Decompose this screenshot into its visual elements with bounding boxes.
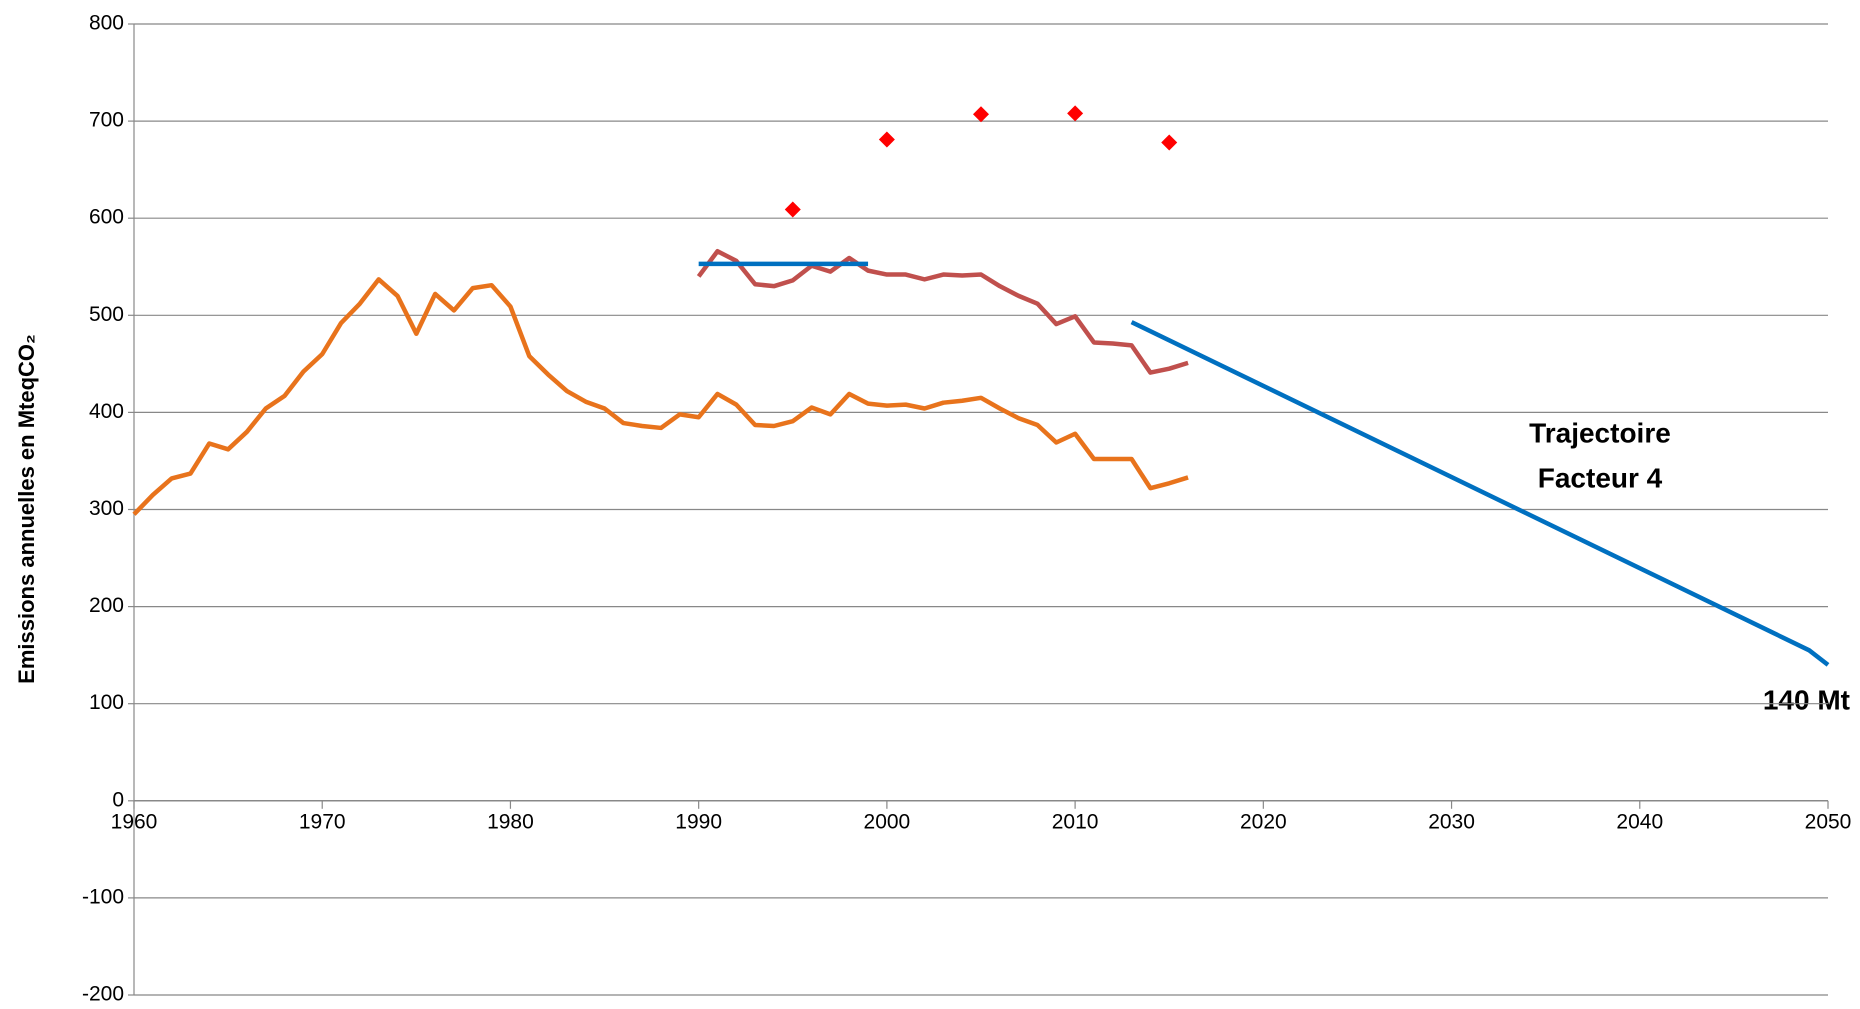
data-point — [784, 201, 801, 218]
y-tick-label: 800 — [89, 12, 124, 35]
y-tick-label: -100 — [82, 885, 124, 908]
x-tick-label: 1960 — [111, 810, 158, 833]
y-tick-label: 200 — [89, 594, 124, 617]
x-tick-label: 2020 — [1240, 810, 1287, 833]
y-tick-label: 500 — [89, 303, 124, 326]
data-point — [1161, 134, 1178, 151]
data-point — [973, 106, 989, 123]
y-tick-label: 400 — [89, 400, 124, 423]
data-point — [878, 131, 895, 148]
y-tick-label: 600 — [89, 206, 124, 229]
x-tick-label: 1980 — [487, 810, 534, 833]
annotation: Trajectoire — [1529, 417, 1671, 448]
x-tick-label: 1990 — [675, 810, 722, 833]
x-tick-label: 2000 — [864, 810, 911, 833]
annotation: Facteur 4 — [1538, 462, 1663, 493]
x-tick-label: 2050 — [1805, 810, 1852, 833]
data-line — [696, 248, 1189, 375]
y-tick-label: -200 — [82, 983, 124, 1006]
y-tick-label: 700 — [89, 109, 124, 132]
annotation: 140 Mt — [1763, 684, 1850, 715]
x-tick-label: 1970 — [299, 810, 346, 833]
y-tick-label: 300 — [89, 497, 124, 520]
y-axis-label: Emissions annuelles en MteqCO₂ — [14, 334, 39, 684]
x-tick-label: 2040 — [1616, 810, 1663, 833]
data-point — [1067, 105, 1084, 122]
y-tick-label: 100 — [89, 691, 124, 714]
x-tick-label: 2030 — [1428, 810, 1475, 833]
y-tick-label: 0 — [112, 788, 124, 811]
data-line — [1130, 320, 1830, 667]
data-line — [132, 277, 1189, 516]
x-tick-label: 2010 — [1052, 810, 1099, 833]
